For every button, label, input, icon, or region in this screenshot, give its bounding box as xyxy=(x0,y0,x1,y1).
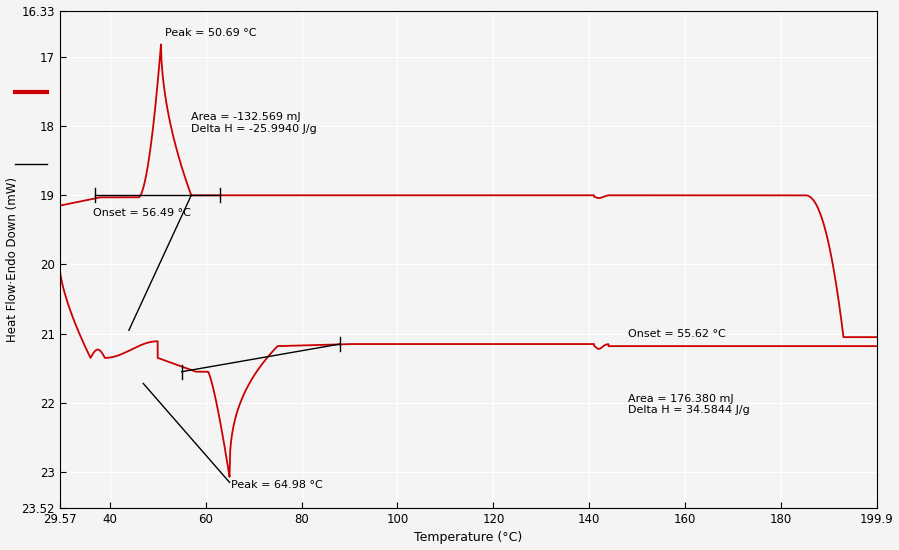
Text: Area = 176.380 mJ
Delta H = 34.5844 J/g: Area = 176.380 mJ Delta H = 34.5844 J/g xyxy=(628,394,750,415)
Text: Peak = 50.69 °C: Peak = 50.69 °C xyxy=(165,28,256,37)
Y-axis label: Heat Flow·Endo Down (mW): Heat Flow·Endo Down (mW) xyxy=(5,177,19,342)
Text: Area = -132.569 mJ
Delta H = -25.9940 J/g: Area = -132.569 mJ Delta H = -25.9940 J/… xyxy=(191,112,317,134)
Text: Onset = 56.49 °C: Onset = 56.49 °C xyxy=(93,208,191,218)
X-axis label: Temperature (°C): Temperature (°C) xyxy=(414,531,522,544)
Text: Peak = 64.98 °C: Peak = 64.98 °C xyxy=(231,480,323,491)
Text: Onset = 55.62 °C: Onset = 55.62 °C xyxy=(628,329,725,339)
